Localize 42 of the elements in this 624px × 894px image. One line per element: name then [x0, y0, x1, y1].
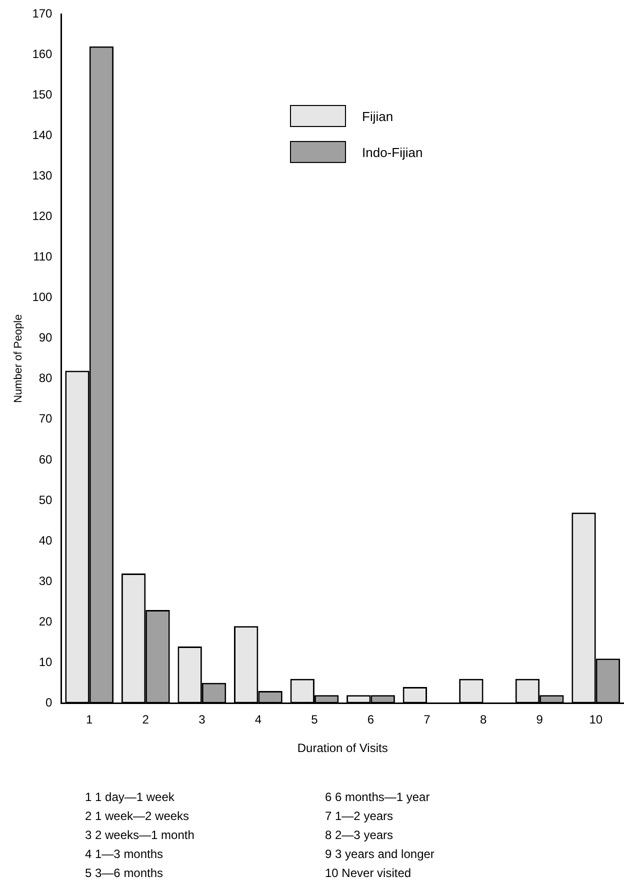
y-tick-label: 30	[38, 574, 53, 588]
text: 3 2 weeks—1 month	[85, 828, 196, 844]
y-tick-label: 20	[38, 614, 53, 628]
text: 9 3 years and longer	[325, 847, 436, 863]
y-tick-label: 60	[38, 452, 53, 466]
x-tick-label: 1	[86, 712, 94, 727]
legend-label: Indo-Fijian	[362, 144, 423, 160]
y-tick-label: 40	[38, 533, 53, 548]
x-tick-label: 4	[254, 712, 262, 727]
y-tick-label: 120	[32, 209, 53, 224]
text: 2 1 week—2 weeks	[85, 809, 190, 825]
x-tick-label: 5	[311, 712, 318, 727]
text: 1 1 day—1 week	[85, 790, 176, 806]
x-tick-label: 10	[589, 712, 603, 727]
y-tick-label: 170	[32, 6, 53, 20]
y-tick-label: 160	[32, 46, 53, 61]
y-tick-label: 110	[33, 250, 53, 264]
x-tick-label: 2	[142, 712, 150, 727]
text: 7 1—2 years	[325, 809, 394, 825]
y-tick-label: 50	[38, 492, 53, 507]
x-tick-label: 3	[198, 712, 206, 727]
legend-label: Fijian	[362, 108, 394, 124]
y-tick-label: 90	[38, 330, 53, 345]
x-tick-label: 9	[536, 712, 544, 727]
y-axis-title: Number of People	[12, 314, 25, 403]
text: 10 Never visited	[325, 866, 412, 882]
y-tick-label: 0	[46, 696, 53, 710]
x-tick-label: 6	[367, 712, 374, 727]
text: 8 2—3 years	[325, 828, 394, 844]
x-tick-label: 8	[480, 712, 487, 727]
y-tick-label: 130	[32, 168, 53, 182]
x-axis-title: Duration of Visits	[297, 741, 388, 756]
y-tick-label: 140	[32, 128, 53, 142]
x-tick-label: 7	[424, 712, 431, 727]
text: 6 6 months—1 year	[325, 790, 431, 806]
text: 5 3—6 months	[85, 866, 164, 882]
y-tick-label: 100	[32, 290, 53, 304]
y-tick-label: 10	[38, 654, 53, 669]
y-tick-label: 70	[38, 412, 53, 426]
text: 4 1—3 months	[85, 847, 164, 863]
y-tick-label: 150	[32, 87, 53, 102]
y-tick-label: 80	[38, 371, 53, 386]
